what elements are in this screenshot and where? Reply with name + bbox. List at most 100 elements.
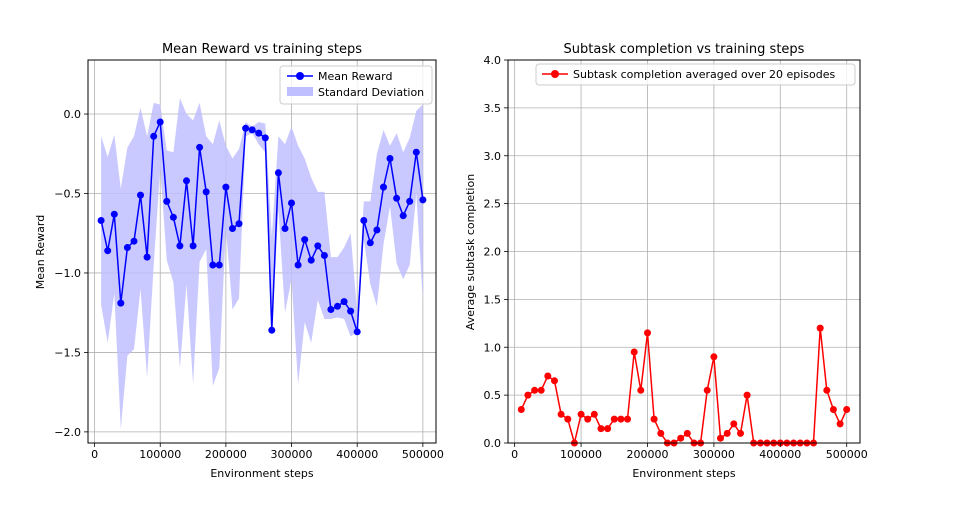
data-point (97, 217, 105, 224)
data-point (110, 210, 118, 218)
series (97, 118, 427, 336)
legend-box (279, 65, 433, 105)
data-point (386, 155, 394, 162)
data-point (717, 434, 724, 442)
y-tick-label: 0.5 (484, 389, 502, 402)
data-point (624, 415, 631, 423)
data-point (156, 118, 164, 126)
legend-marker-swatch (296, 72, 304, 80)
y-tick-label: −1.0 (54, 267, 81, 280)
data-point (183, 177, 190, 185)
data-point (215, 261, 223, 269)
data-point (406, 197, 414, 205)
data-point (557, 410, 565, 418)
legend-label-std: Standard Deviation (318, 86, 424, 99)
data-point (248, 126, 256, 134)
data-point (816, 324, 824, 332)
data-point (373, 226, 381, 234)
data-point (412, 148, 420, 156)
data-point (829, 406, 837, 413)
data-point (281, 225, 289, 232)
data-point (327, 306, 335, 313)
data-point (584, 415, 592, 423)
x-tick-label: 100000 (139, 448, 181, 461)
data-point (730, 420, 738, 428)
data-point (637, 386, 645, 394)
data-point (288, 199, 295, 207)
y-tick-label: 3.5 (484, 102, 502, 115)
data-point (677, 434, 685, 442)
data-point (683, 429, 691, 437)
data-point (150, 132, 158, 140)
x-tick-label: 500000 (402, 448, 444, 461)
data-point (176, 242, 184, 250)
data-point (169, 213, 177, 221)
data-point (196, 143, 204, 151)
y-tick-label: 2.0 (484, 246, 502, 259)
data-point (531, 386, 539, 394)
x-tick-label: 300000 (271, 448, 313, 461)
data-point (360, 217, 368, 224)
data-point (274, 169, 282, 177)
data-point (723, 429, 731, 437)
data-point (537, 386, 545, 394)
data-point (353, 328, 361, 336)
data-point (590, 410, 598, 418)
y-tick-label: 0.0 (64, 108, 82, 121)
mean-reward-chart: Mean Reward vs training steps Environmen… (34, 42, 444, 480)
data-point (610, 415, 618, 423)
legend-box (535, 63, 856, 86)
series (517, 324, 851, 447)
x-tick-label: 100000 (560, 448, 602, 461)
data-point (737, 429, 744, 437)
grid (508, 59, 860, 444)
legend: Subtask completion averaged over 20 epis… (535, 63, 856, 86)
y-tick-label: 1.5 (484, 293, 502, 306)
plot-frame (87, 59, 437, 444)
y-tick-label: −0.5 (54, 187, 81, 200)
y-tick-label: 4.0 (484, 54, 502, 67)
data-point (268, 326, 276, 334)
data-point (366, 239, 374, 247)
data-point (551, 377, 558, 385)
data-point (104, 247, 112, 255)
legend-band-swatch (287, 87, 313, 96)
data-point (393, 194, 401, 202)
data-point (222, 183, 230, 191)
data-point (630, 348, 638, 356)
data-point (242, 124, 250, 132)
data-point (657, 429, 665, 437)
data-point (209, 261, 217, 269)
x-tick-label: 400000 (336, 448, 378, 461)
y-tick-label: 2.5 (484, 198, 502, 211)
legend: Mean Reward Standard Deviation (279, 65, 433, 105)
data-point (294, 261, 302, 269)
ticks: 0 100000 200000 300000 400000 500000 −2.0 −1.5 −… (54, 108, 444, 461)
y-axis-label: Average subtask completion (464, 174, 477, 330)
data-point (544, 372, 552, 380)
chart-title: Mean Reward vs training steps (162, 42, 362, 57)
data-point (117, 299, 125, 307)
data-point (320, 252, 328, 259)
data-point (143, 253, 151, 261)
data-point (334, 302, 341, 310)
y-tick-label: 0.0 (484, 437, 502, 450)
y-tick-label: 3.0 (484, 150, 502, 163)
data-point (650, 415, 658, 423)
x-tick-label: 0 (91, 448, 98, 461)
y-tick-label: −2.0 (54, 426, 81, 439)
y-axis-label: Mean Reward (34, 215, 47, 289)
y-tick-label: 1.0 (484, 341, 502, 354)
data-point (163, 197, 171, 205)
x-tick-label: 300000 (693, 448, 735, 461)
data-point (577, 410, 585, 418)
legend-label-subtask: Subtask completion averaged over 20 epis… (573, 68, 836, 81)
data-point (340, 298, 348, 306)
data-point (617, 415, 625, 423)
std-band-area (101, 98, 423, 429)
x-tick-label: 500000 (826, 448, 868, 461)
data-point (123, 244, 131, 251)
data-point (843, 406, 851, 413)
data-point (255, 129, 263, 137)
